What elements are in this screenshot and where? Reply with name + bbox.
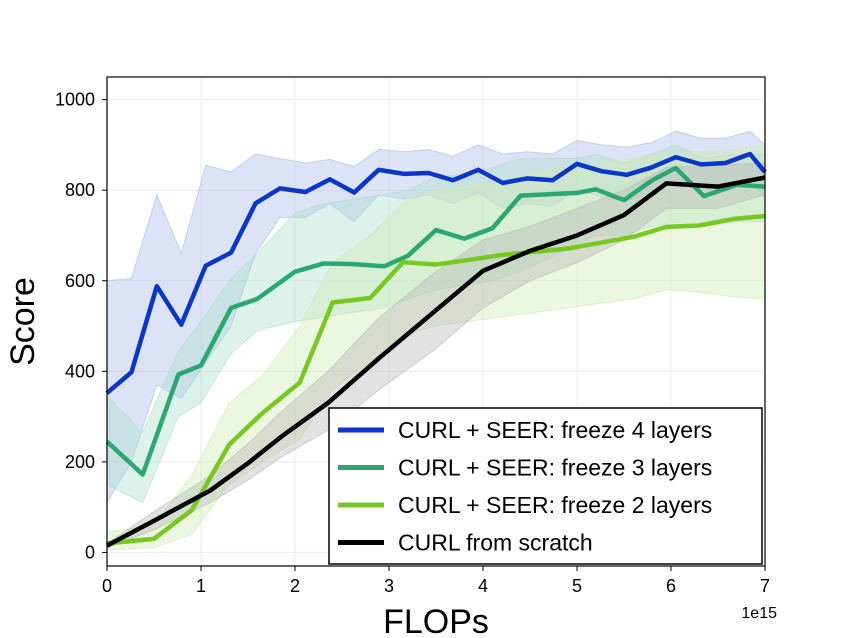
axis-ticks: 0 1 2 3 4 5 6 7 0 200 400 600 800 1000: [55, 90, 770, 596]
x-tick-label: 6: [666, 576, 676, 596]
legend-item-curl-from-scratch: CURL from scratch: [338, 530, 593, 556]
legend-item-curl-seer-freeze-3-layers: CURL + SEER: freeze 3 layers: [338, 455, 712, 481]
x-tick-label: 2: [290, 576, 300, 596]
y-tick-label: 800: [65, 180, 95, 200]
y-tick-label: 600: [65, 271, 95, 291]
x-tick-label: 7: [760, 576, 770, 596]
legend-item-curl-seer-freeze-2-layers: CURL + SEER: freeze 2 layers: [338, 492, 712, 518]
legend-item-curl-seer-freeze-4-layers: CURL + SEER: freeze 4 layers: [338, 417, 712, 443]
legend-label: CURL + SEER: freeze 4 layers: [398, 417, 712, 443]
y-tick-label: 200: [65, 452, 95, 472]
y-axis-title: Score: [4, 277, 42, 366]
legend: CURL + SEER: freeze 4 layers CURL + SEER:…: [328, 407, 763, 565]
line-curl-from-scratch: [105, 175, 766, 548]
y-tick-label: 0: [85, 542, 95, 562]
x-axis-offset-label: 1e15: [741, 605, 777, 622]
x-axis-title: FLOPs: [383, 603, 489, 638]
x-tick-label: 5: [572, 576, 582, 596]
series-lines: [105, 151, 767, 548]
legend-box: [328, 407, 763, 565]
x-tick-label: 0: [102, 576, 112, 596]
x-tick-label: 1: [196, 576, 206, 596]
legend-label: CURL + SEER: freeze 2 layers: [398, 492, 712, 518]
legend-label: CURL + SEER: freeze 3 layers: [398, 455, 712, 481]
line-curl-seer-freeze-2-layers: [106, 213, 766, 546]
plot-frame: [106, 76, 766, 567]
x-tick-label: 3: [384, 576, 394, 596]
line-curl-seer-freeze-3-layers: [105, 165, 766, 477]
legend-label: CURL from scratch: [398, 530, 593, 556]
y-tick-label: 400: [65, 361, 95, 381]
y-tick-label: 1000: [55, 90, 95, 110]
line-curl-seer-freeze-4-layers: [105, 151, 767, 395]
x-tick-label: 4: [478, 576, 488, 596]
